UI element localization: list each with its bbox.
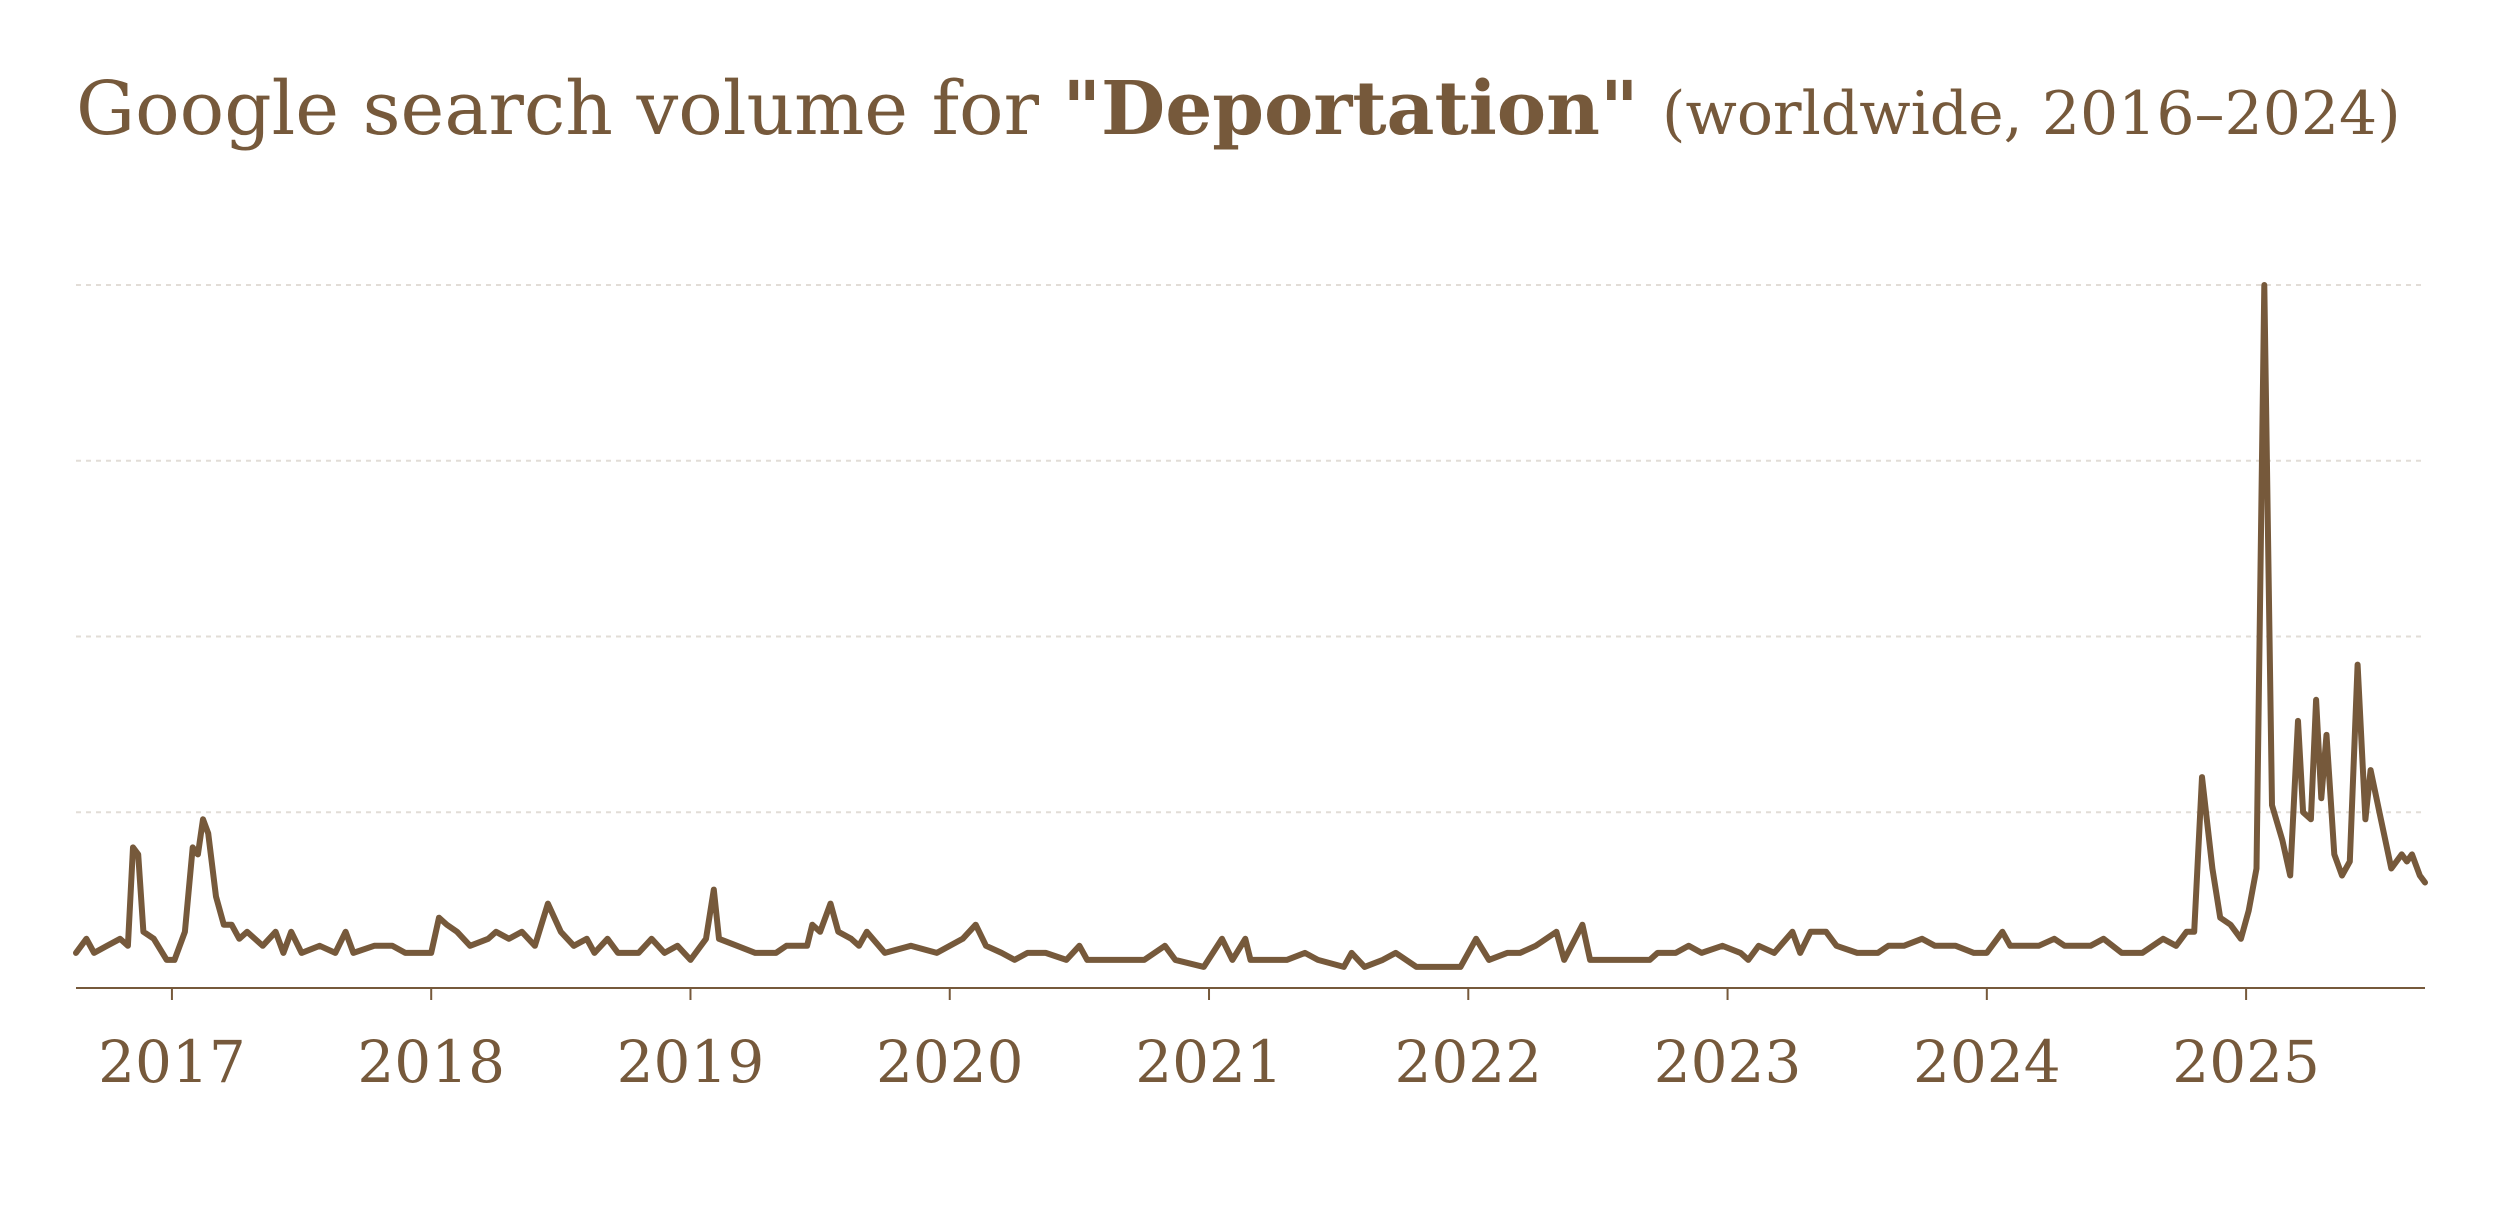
x-tick-label: 2021: [1135, 1028, 1283, 1096]
x-tick-label: 2018: [357, 1028, 505, 1096]
x-tick-label: 2020: [876, 1028, 1024, 1096]
x-tick-label: 2025: [2172, 1028, 2320, 1096]
x-tick-label: 2023: [1654, 1028, 1802, 1096]
title-main: Google search volume for: [76, 66, 1040, 152]
chart-title: Google search volume for "Deportation" (…: [76, 66, 2401, 152]
x-tick-label: 2024: [1913, 1028, 2061, 1096]
title-bold: "Deportation": [1062, 66, 1638, 152]
data-line: [73, 282, 2428, 970]
x-tick-label: 2017: [98, 1028, 246, 1096]
x-tick-label: 2022: [1394, 1028, 1542, 1096]
subtitle: (worldwide, 2016–2024): [1662, 79, 2401, 149]
x-tick-label: 2019: [617, 1028, 765, 1096]
